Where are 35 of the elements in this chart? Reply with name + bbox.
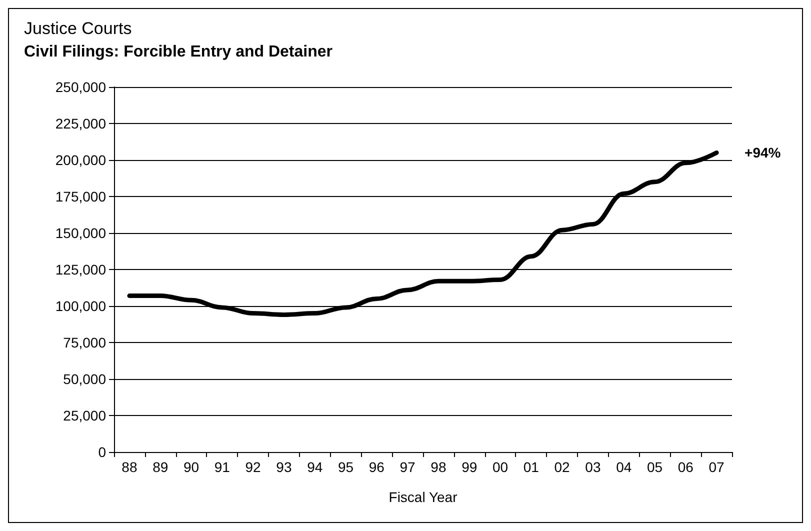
x-tick-label: 07 [708, 459, 725, 475]
x-tick-label: 99 [462, 459, 478, 475]
x-tick-label: 96 [368, 459, 385, 475]
y-tick-label: 125,000 [55, 262, 106, 278]
x-tick-label: 94 [307, 459, 323, 475]
x-tick-label: 98 [430, 459, 446, 475]
y-tick-label: 225,000 [55, 116, 106, 132]
x-tick-label: 04 [616, 459, 632, 475]
x-tick-label: 90 [183, 459, 200, 475]
x-tick-label: 97 [400, 459, 416, 475]
x-tick-label: 88 [122, 459, 138, 475]
y-tick-label: 25,000 [63, 408, 106, 424]
chart-title: Justice Courts [24, 19, 132, 38]
x-tick-label: 02 [554, 459, 570, 475]
x-tick-label: 89 [152, 459, 168, 475]
x-tick-label: 91 [214, 459, 230, 475]
y-tick-label: 50,000 [63, 371, 106, 387]
y-tick-label: 75,000 [63, 334, 106, 350]
y-tick-label: 0 [98, 444, 106, 460]
x-tick-label: 93 [276, 459, 292, 475]
chart-subtitle: Civil Filings: Forcible Entry and Detainer [24, 44, 332, 60]
x-tick-label: 01 [523, 459, 540, 475]
x-tick-label: 92 [245, 459, 262, 475]
x-tick-label: 06 [678, 459, 694, 475]
y-tick-label: 200,000 [55, 152, 106, 168]
x-tick-label: 03 [585, 459, 601, 475]
x-tick-label: 00 [492, 459, 508, 475]
annotation: +94% [744, 144, 782, 161]
y-tick-label: 250,000 [55, 79, 106, 95]
x-tick-label: 95 [338, 459, 354, 475]
x-axis-title: Fiscal Year [388, 489, 458, 505]
y-tick-label: 150,000 [55, 225, 106, 241]
y-tick-label: 175,000 [55, 188, 106, 204]
y-tick-label: 100,000 [55, 298, 106, 314]
x-tick-label: 05 [646, 459, 663, 475]
